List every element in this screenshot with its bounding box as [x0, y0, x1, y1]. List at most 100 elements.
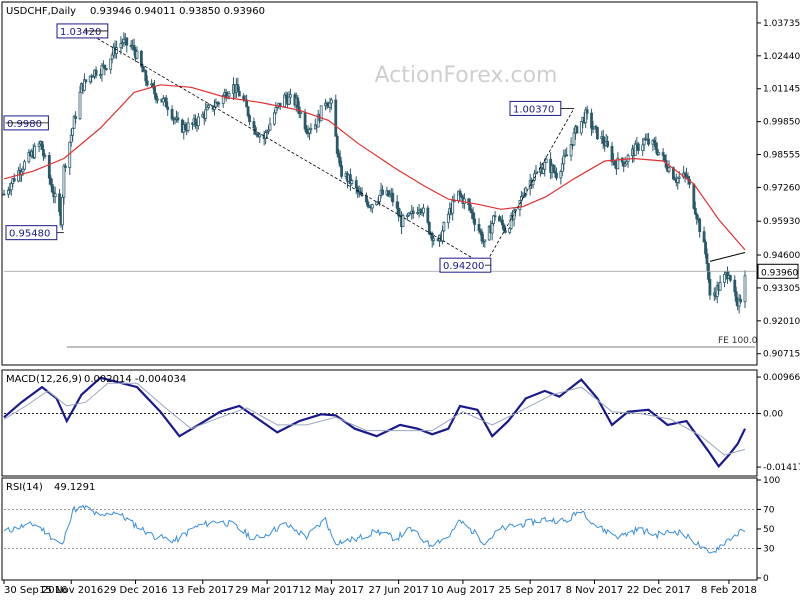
rsi-panel: 100 70 50 30 0 RSI(14) 49.1291 [1, 476, 780, 584]
macd-panel-frame [1, 369, 758, 477]
trendline [84, 30, 486, 266]
candle-body [483, 239, 487, 242]
candle-body [135, 50, 139, 59]
candle-body [23, 161, 26, 170]
candle-body [47, 155, 51, 179]
macd-title: MACD(12,26,9) [6, 374, 82, 385]
candle-body [27, 152, 31, 163]
x-tick-label: 12 May 2017 [299, 585, 364, 596]
candle-body [74, 116, 78, 119]
candle-body [468, 204, 472, 211]
y-tick-label: 0.99850 [763, 118, 800, 128]
macd-values: 0.002014 -0.004034 [84, 374, 186, 385]
candle-body [58, 193, 61, 212]
rsi-y-tick-label: 30 [763, 545, 775, 555]
x-tick-label: 10 Aug 2017 [431, 585, 495, 596]
candle-body [391, 192, 395, 203]
rsi-y-tick-label: 0 [763, 574, 769, 584]
candle-body [94, 69, 98, 76]
candle-body [708, 278, 712, 296]
candle-body [647, 138, 650, 145]
candle-body [441, 230, 444, 242]
candle-body [401, 215, 405, 228]
candle-body [145, 80, 149, 86]
candle-body [601, 136, 605, 144]
candle-body [71, 127, 75, 136]
candle-body [734, 291, 738, 302]
candle-body [305, 128, 308, 134]
price-panel: 1.03735 1.02440 1.01145 0.99850 0.98555 0.972… [1, 1, 800, 366]
candle-body [296, 97, 300, 108]
candle-body [274, 106, 278, 114]
candle-body [590, 112, 593, 129]
candle-body [692, 183, 696, 209]
candle-body [258, 134, 262, 138]
candle-body [442, 222, 446, 232]
candle-body [555, 172, 558, 179]
candle-body [9, 183, 13, 191]
candle-body [204, 109, 208, 119]
candle-body [194, 118, 197, 125]
x-tick-label: 22 Dec 2017 [627, 585, 691, 596]
candle-body [702, 231, 706, 243]
candle-body [84, 79, 88, 83]
candle-body [303, 112, 307, 130]
candle-body [61, 196, 64, 226]
x-tick-label: 13 Feb 2017 [172, 585, 234, 596]
macd-line [3, 376, 746, 469]
candle-body [217, 102, 221, 105]
candle-body [289, 94, 292, 98]
rsi-y-tick-label: 50 [763, 525, 775, 535]
candle-body [533, 173, 536, 181]
candle-body [370, 204, 374, 209]
candle-body [69, 134, 73, 143]
candle-body [508, 228, 512, 233]
candle-body [524, 187, 528, 196]
candle-body [309, 128, 313, 131]
level-label: 0.94200 [443, 261, 484, 272]
x-tick-label: 8 Feb 2018 [701, 585, 757, 596]
candle-body [284, 94, 288, 99]
level-label: 1.00370 [513, 104, 554, 115]
candle-body [458, 190, 462, 196]
candle-body [616, 157, 620, 170]
candle-body [395, 201, 399, 209]
moving-average-line [3, 84, 746, 251]
candle-body [354, 180, 358, 189]
candle-body [480, 231, 484, 242]
rsi-title: RSI(14) [6, 482, 43, 493]
candle-body [575, 126, 579, 134]
candle-body [667, 167, 671, 172]
y-tick-label: 0.97260 [763, 183, 800, 193]
candle-body [366, 201, 370, 207]
y-tick-label: 0.94600 [763, 251, 800, 261]
candle-body [422, 207, 425, 214]
candle-body [733, 279, 737, 293]
last-price-box [757, 263, 799, 279]
candle-body [119, 43, 123, 49]
candle-body [698, 218, 702, 233]
candle-body [490, 223, 494, 234]
candle-body [677, 176, 681, 179]
candle-body [156, 98, 159, 101]
y-tick-label: 0.93305 [763, 284, 800, 294]
candle-body [636, 143, 640, 151]
candle-body [164, 97, 168, 108]
candle-body [552, 165, 555, 172]
candle-body [183, 124, 187, 130]
symbol-timeframe: USDCHF,Daily [6, 6, 76, 17]
rsi-y-tick-label: 70 [763, 505, 775, 515]
candle-body [565, 154, 569, 157]
candle-body [451, 200, 455, 214]
candle-body [50, 184, 54, 193]
x-tick-label: 8 Nov 2017 [566, 585, 624, 596]
candle-body [657, 152, 661, 155]
candle-body [335, 135, 339, 154]
y-tick-label: 0.95930 [763, 217, 800, 227]
rsi-line [3, 504, 746, 554]
macd-y-tick-label: 0.009664 [763, 373, 800, 383]
candle-body [739, 299, 743, 303]
candle-body [723, 274, 726, 283]
